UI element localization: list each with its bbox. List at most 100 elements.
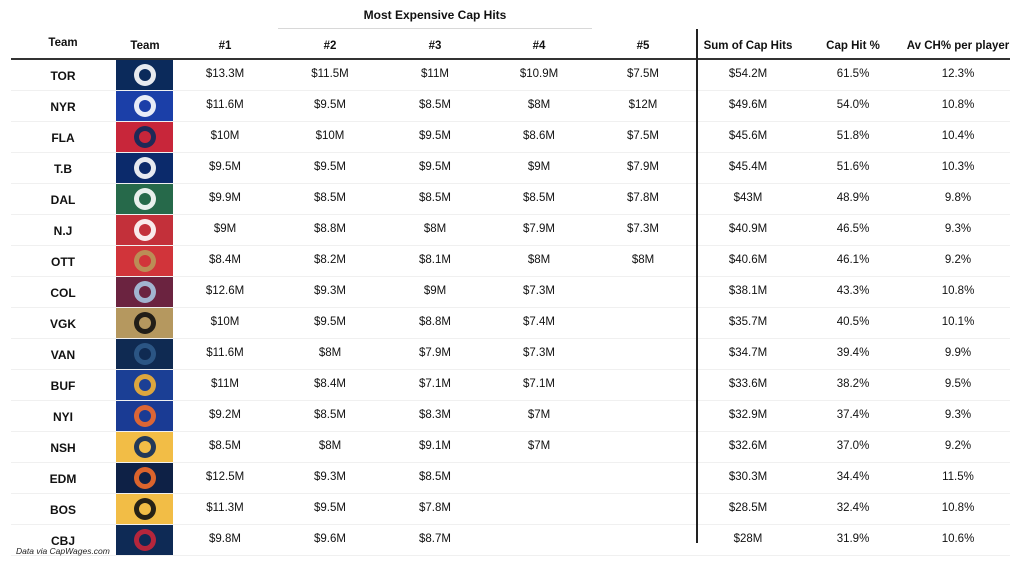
cap-hit-1: $11.3M bbox=[206, 502, 244, 514]
cap-hit-5: $7.5M bbox=[627, 68, 659, 80]
team-logo-icon bbox=[116, 494, 173, 524]
team-abbr: OTT bbox=[51, 255, 75, 269]
table-header: Team Team #1 #2 #3 #4 #5 Sum of Cap Hits… bbox=[11, 34, 1010, 60]
team-abbr: DAL bbox=[50, 193, 76, 207]
team-logo-icon bbox=[116, 91, 173, 121]
source-note: Data via CapWages.com bbox=[16, 546, 110, 556]
spanner-title: Most Expensive Cap Hits bbox=[363, 8, 507, 22]
team-abbr: NYI bbox=[52, 410, 74, 424]
cap-hit-1: $11.6M bbox=[206, 99, 244, 111]
cap-hit-pct: 31.9% bbox=[836, 533, 870, 545]
cap-hit-4: $7.4M bbox=[523, 316, 555, 328]
sum-cap-hits: $34.7M bbox=[728, 347, 768, 359]
cap-hit-pct: 51.8% bbox=[836, 130, 870, 142]
team-logo-icon bbox=[116, 215, 173, 245]
cap-hit-4: $8M bbox=[527, 99, 551, 111]
cap-hit-2: $9.5M bbox=[314, 502, 346, 514]
cap-hit-pct: 32.4% bbox=[836, 502, 870, 514]
cap-hit-1: $12.6M bbox=[205, 285, 245, 297]
cap-hit-4: $7.3M bbox=[523, 285, 555, 297]
team-logo-icon bbox=[116, 122, 173, 152]
avg-cap-hit-pct: 9.8% bbox=[944, 192, 972, 204]
header-sum: Sum of Cap Hits bbox=[703, 40, 793, 52]
team-logo-icon bbox=[116, 153, 173, 183]
team-abbr: VAN bbox=[50, 348, 76, 362]
header-hit-3: #3 bbox=[428, 40, 442, 52]
cap-hit-1: $13.3M bbox=[205, 68, 245, 80]
cap-hit-5: $8M bbox=[631, 254, 655, 266]
avg-cap-hit-pct: 10.1% bbox=[941, 316, 975, 328]
table-row: VAN $11.6M $8M $7.9M $7.3M $34.7M 39.4% 9.9% bbox=[11, 339, 1010, 370]
table-row: T.B $9.5M $9.5M $9.5M $9M $7.9M $45.4M 51.6% 10.… bbox=[11, 153, 1010, 184]
team-logo-icon bbox=[116, 308, 173, 338]
header-hit-5: #5 bbox=[636, 40, 650, 52]
cap-hit-2: $9.5M bbox=[314, 316, 346, 328]
header-cap-hit-pct: Cap Hit % bbox=[826, 40, 880, 52]
cap-hit-3: $8.3M bbox=[419, 409, 451, 421]
avg-cap-hit-pct: 10.8% bbox=[941, 285, 975, 297]
avg-cap-hit-pct: 9.9% bbox=[944, 347, 972, 359]
sum-cap-hits: $32.6M bbox=[728, 440, 768, 452]
cap-hit-1: $11M bbox=[211, 378, 239, 390]
team-logo-icon bbox=[116, 184, 173, 214]
cap-hit-4: $7M bbox=[527, 409, 551, 421]
team-logo-icon bbox=[116, 463, 173, 493]
table-row: TOR $13.3M $11.5M $11M $10.9M $7.5M $54.2M 61.5… bbox=[11, 60, 1010, 91]
cap-hit-pct: 39.4% bbox=[836, 347, 870, 359]
cap-hit-2: $10M bbox=[315, 130, 345, 142]
cap-hit-4: $8M bbox=[527, 254, 551, 266]
avg-cap-hit-pct: 10.8% bbox=[941, 99, 975, 111]
header-hit-2: #2 bbox=[323, 40, 337, 52]
cap-hit-4: $7.9M bbox=[523, 223, 555, 235]
team-abbr: TOR bbox=[50, 69, 76, 83]
cap-hit-1: $9.2M bbox=[209, 409, 241, 421]
avg-cap-hit-pct: 9.3% bbox=[944, 409, 972, 421]
header-avg-pct: Av CH% per player bbox=[906, 40, 1010, 52]
table-row: NYR $11.6M $9.5M $8.5M $8M $12M $49.6M 54.0% 10.… bbox=[11, 91, 1010, 122]
cap-hit-3: $8.7M bbox=[419, 533, 451, 545]
cap-hit-2: $8M bbox=[318, 347, 342, 359]
cap-hit-3: $8.5M bbox=[419, 192, 451, 204]
avg-cap-hit-pct: 9.3% bbox=[944, 223, 972, 235]
cap-hit-4: $9M bbox=[527, 161, 551, 173]
cap-hit-3: $9.5M bbox=[419, 161, 451, 173]
cap-hit-pct: 46.1% bbox=[836, 254, 870, 266]
cap-hit-pct: 48.9% bbox=[836, 192, 870, 204]
cap-hit-4: $7M bbox=[527, 440, 551, 452]
table-row: OTT $8.4M $8.2M $8.1M $8M $8M $40.6M 46.1% 9.2% bbox=[11, 246, 1010, 277]
sum-cap-hits: $33.6M bbox=[728, 378, 768, 390]
sum-cap-hits: $54.2M bbox=[728, 68, 768, 80]
table-row: VGK $10M $9.5M $8.8M $7.4M $35.7M 40.5% 10.1% bbox=[11, 308, 1010, 339]
header-hit-1: #1 bbox=[218, 40, 232, 52]
cap-hit-1: $12.5M bbox=[205, 471, 245, 483]
team-abbr: VGK bbox=[49, 317, 77, 331]
cap-hit-1: $9.9M bbox=[209, 192, 241, 204]
cap-hit-pct: 54.0% bbox=[836, 99, 870, 111]
cap-hit-2: $8.8M bbox=[314, 223, 346, 235]
cap-hit-3: $8.5M bbox=[419, 471, 451, 483]
header-hit-4: #4 bbox=[532, 40, 546, 52]
cap-hit-2: $11.5M bbox=[311, 68, 349, 80]
team-abbr: BUF bbox=[50, 379, 76, 393]
cap-hit-pct: 37.0% bbox=[836, 440, 870, 452]
cap-hit-pct: 40.5% bbox=[836, 316, 870, 328]
team-logo-icon bbox=[116, 525, 173, 555]
sum-cap-hits: $45.6M bbox=[728, 130, 768, 142]
team-logo-icon bbox=[116, 246, 173, 276]
cap-hit-3: $8M bbox=[423, 223, 447, 235]
table-row: N.J $9M $8.8M $8M $7.9M $7.3M $40.9M 46.5% 9.3% bbox=[11, 215, 1010, 246]
team-logo-icon bbox=[116, 339, 173, 369]
team-logo-icon bbox=[116, 370, 173, 400]
team-abbr: BOS bbox=[49, 503, 77, 517]
cap-hit-3: $8.8M bbox=[419, 316, 451, 328]
avg-cap-hit-pct: 12.3% bbox=[941, 68, 975, 80]
cap-hit-2: $8.5M bbox=[314, 409, 346, 421]
header-team-logo: Team bbox=[130, 40, 160, 52]
team-abbr: T.B bbox=[54, 162, 72, 176]
cap-hit-3: $9.5M bbox=[419, 130, 451, 142]
cap-hit-4: $7.1M bbox=[523, 378, 555, 390]
team-abbr: FLA bbox=[51, 131, 75, 145]
table-row: NYI $9.2M $8.5M $8.3M $7M $32.9M 37.4% 9.3% bbox=[11, 401, 1010, 432]
cap-hit-pct: 38.2% bbox=[836, 378, 870, 390]
cap-hit-1: $9.5M bbox=[209, 161, 241, 173]
